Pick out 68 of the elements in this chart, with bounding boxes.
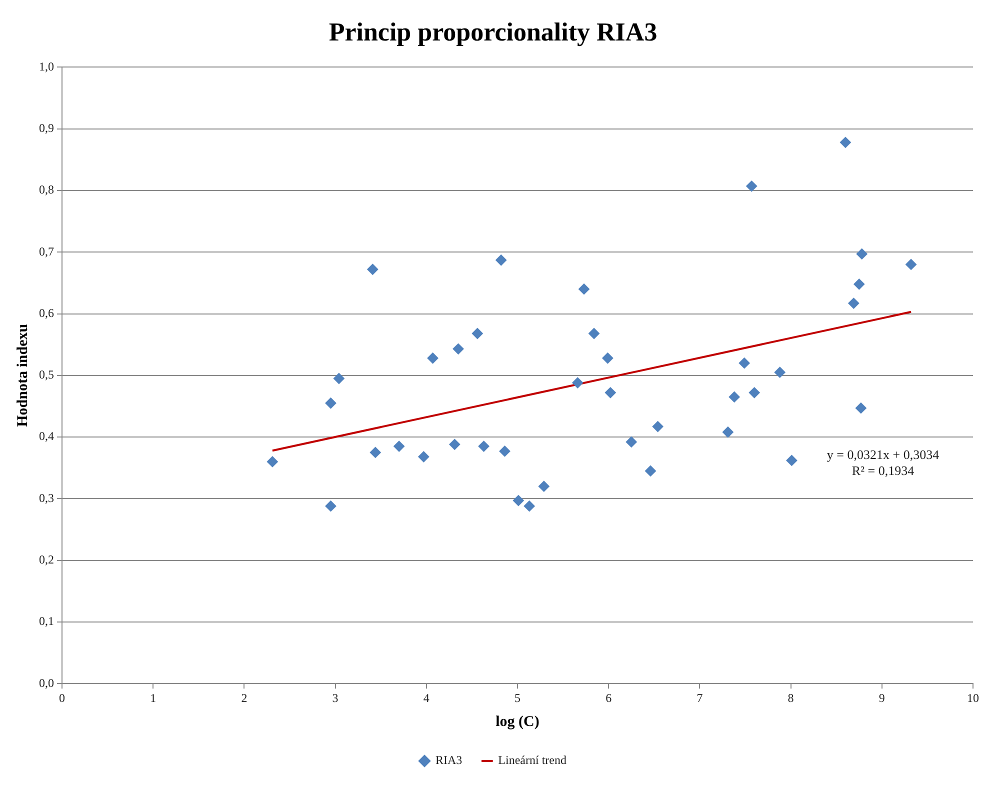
point (652, 421, 664, 432)
point (370, 446, 381, 458)
point (906, 258, 917, 270)
y-tick-label: 0,2 (39, 552, 54, 566)
legend-label: RIA3 (436, 753, 462, 768)
y-tick-label: 0,9 (39, 120, 54, 135)
point (512, 495, 524, 506)
y-tick-label: 0,4 (39, 429, 54, 444)
point (394, 440, 405, 452)
point (746, 180, 758, 192)
point (449, 438, 460, 450)
x-tick-label: 4 (423, 690, 430, 705)
point (333, 372, 344, 384)
point (418, 451, 430, 462)
x-tick-label: 5 (514, 690, 520, 705)
point (738, 358, 750, 369)
x-tick-label: 9 (878, 690, 885, 705)
y-tick-label: 0,0 (39, 676, 54, 690)
x-tick-label: 1 (150, 690, 156, 705)
y-tick-label: 0,7 (39, 244, 54, 258)
y-tick-label: 1,0 (39, 59, 54, 74)
point (452, 343, 464, 354)
point (496, 254, 507, 266)
y-tick-label: 0,1 (39, 614, 54, 628)
point (856, 248, 868, 260)
point (728, 391, 740, 402)
x-tick-label: 7 (696, 690, 703, 705)
y-tick-label: 0,8 (39, 182, 54, 197)
point (427, 352, 438, 364)
point (472, 328, 483, 339)
annotation: R² = 0,1934 (852, 462, 915, 478)
point (524, 500, 535, 512)
x-axis-title: log (C) (496, 714, 540, 730)
point (572, 377, 584, 388)
x-tick-label: 2 (241, 690, 248, 705)
point (774, 366, 786, 378)
y-tick-label: 0,6 (39, 306, 54, 320)
point (722, 426, 734, 438)
x-tick-label: 3 (332, 690, 338, 705)
point (840, 136, 851, 148)
point (538, 480, 550, 492)
x-tick-label: 6 (606, 690, 612, 705)
point (645, 465, 656, 476)
x-tick-label: 0 (59, 690, 65, 705)
x-tick-label: 8 (788, 690, 794, 705)
x-tick-label: 10 (967, 690, 979, 705)
point (855, 402, 866, 414)
y-tick-label: 0,5 (39, 368, 54, 382)
point (602, 352, 614, 364)
legend-label: Lineární trend (498, 753, 566, 768)
y-axis-title: Hodnota indexu (14, 324, 31, 427)
chart-title: Princip proporcionality RIA3 (328, 17, 658, 46)
point (588, 328, 600, 339)
point (499, 446, 510, 457)
point (786, 454, 798, 466)
point (848, 298, 860, 309)
point (604, 387, 616, 398)
point (748, 387, 760, 398)
point (325, 398, 336, 409)
point (854, 278, 865, 290)
point (478, 440, 490, 452)
y-tick-label: 0,3 (39, 490, 54, 505)
point (325, 500, 336, 512)
point (578, 284, 590, 295)
point (266, 456, 278, 468)
point (626, 436, 637, 448)
annotation: y = 0,0321x + 0,3034 (826, 446, 940, 462)
point (367, 264, 378, 275)
